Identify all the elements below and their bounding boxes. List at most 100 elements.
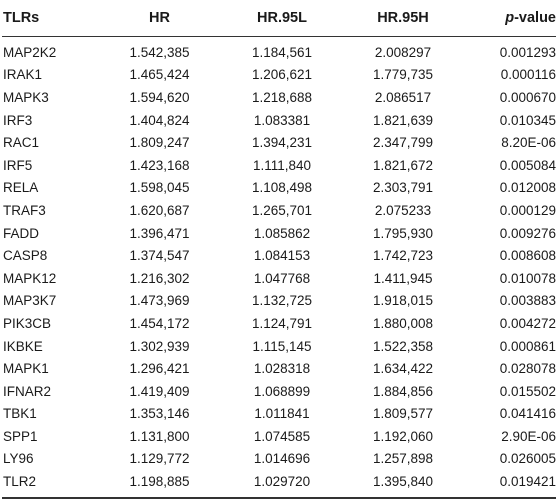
hr-cell: 1.296,421 bbox=[129, 361, 190, 377]
hr-cell: 1.465,424 bbox=[129, 67, 190, 83]
p-value-cell: 0.028078 bbox=[499, 361, 556, 377]
hr-95h-cell: 1.809,577 bbox=[372, 406, 434, 422]
hr-cell: 1.542,385 bbox=[129, 44, 190, 60]
p-value-cell: 0.000116 bbox=[500, 67, 556, 83]
tlr-name-cell: FADD bbox=[3, 225, 40, 241]
hr-cell: 1.131,800 bbox=[129, 428, 190, 444]
table-row: IRAK1 1.465,424 1.206,621 1.779,735 0.000116 bbox=[2, 64, 556, 87]
hr-95l-cell: 1.111,840 bbox=[252, 157, 312, 173]
table-row: CASP8 1.374,547 1.084153 1.742,723 0.008608 bbox=[2, 244, 556, 267]
hr-cell: 1.353,146 bbox=[129, 406, 190, 422]
hr-cell: 1.454,172 bbox=[129, 315, 190, 331]
tlr-name-cell: IFNAR2 bbox=[3, 383, 52, 399]
table-row: RAC1 1.809,247 1.394,231 2.347,799 8.20E-06 bbox=[2, 131, 556, 154]
table-row: FADD 1.396,471 1.085862 1.795,930 0.009276 bbox=[2, 222, 556, 245]
p-value-cell: 0.001293 bbox=[499, 44, 556, 60]
table-row: IRF5 1.423,168 1.111,840 1.821,672 0.005084 bbox=[2, 154, 556, 177]
hr-cell: 1.198,885 bbox=[129, 474, 190, 490]
tlr-name-cell: TLR2 bbox=[3, 474, 37, 490]
tlr-name-cell: RELA bbox=[3, 180, 39, 196]
hr-95l-cell: 1.068899 bbox=[253, 383, 311, 399]
p-value-cell: 2.90E-06 bbox=[501, 428, 556, 444]
hr-95h-cell: 2.303,791 bbox=[372, 180, 434, 196]
hr-cell: 1.598,045 bbox=[129, 180, 190, 196]
p-value-cell: 0.000129 bbox=[499, 202, 556, 218]
table-row: IRF3 1.404,824 1.083381 1.821,639 0.010345 bbox=[2, 109, 556, 132]
header-p-value: p-value bbox=[464, 0, 556, 37]
p-value-cell: 0.010345 bbox=[499, 112, 556, 128]
tlr-name-cell: MAP3K7 bbox=[3, 293, 57, 309]
hr-95h-cell: 1.779,735 bbox=[372, 67, 434, 83]
p-value-cell: 0.005084 bbox=[499, 157, 556, 173]
hr-95h-cell: 1.884,856 bbox=[372, 383, 434, 399]
hr-95h-cell: 1.522,358 bbox=[372, 338, 434, 354]
tlr-name-cell: MAPK3 bbox=[3, 89, 49, 105]
hr-95l-cell: 1.108,498 bbox=[251, 180, 313, 196]
hr-cell: 1.396,471 bbox=[129, 225, 190, 241]
table-row: PIK3CB 1.454,172 1.124,791 1.880,008 0.00427… bbox=[2, 312, 556, 335]
tlr-name-cell: TRAF3 bbox=[3, 202, 46, 218]
hr-95l-cell: 1.083381 bbox=[253, 112, 311, 128]
hr-cell: 1.404,824 bbox=[129, 112, 190, 128]
hr-cell: 1.129,772 bbox=[129, 451, 190, 467]
table-row: TLR2 1.198,885 1.029720 1.395,840 0.019421 bbox=[2, 470, 556, 493]
hr-95h-cell: 2.086517 bbox=[374, 89, 432, 105]
hr-cell: 1.419,409 bbox=[129, 383, 190, 399]
table-row: MAP2K2 1.542,385 1.184,561 2.008297 0.001293 bbox=[2, 37, 556, 64]
hr-95l-cell: 1.014696 bbox=[253, 451, 311, 467]
hr-95l-cell: 1.029720 bbox=[253, 474, 311, 490]
hr-95l-cell: 1.206,621 bbox=[251, 67, 313, 83]
hr-95h-cell: 1.742,723 bbox=[372, 248, 434, 264]
header-hr-95l: HR.95L bbox=[222, 0, 342, 37]
table-row: MAP3K7 1.473,969 1.132,725 1.918,015 0.00388… bbox=[2, 290, 556, 313]
p-value-cell: 8.20E-06 bbox=[501, 135, 556, 151]
p-value-cell: 0.009276 bbox=[499, 225, 556, 241]
hr-95l-cell: 1.124,791 bbox=[251, 315, 313, 331]
table-body: MAP2K2 1.542,385 1.184,561 2.008297 0.001293… bbox=[2, 37, 556, 493]
table-row: TBK1 1.353,146 1.011841 1.809,577 0.041416 bbox=[2, 403, 556, 426]
hr-95h-cell: 1.821,639 bbox=[372, 112, 434, 128]
hr-95h-cell: 2.008297 bbox=[374, 44, 432, 60]
hr-95h-cell: 1.257,898 bbox=[372, 451, 434, 467]
table-row: MAPK1 1.296,421 1.028318 1.634,422 0.028078 bbox=[2, 357, 556, 380]
hr-95h-cell: 1.192,060 bbox=[372, 428, 434, 444]
tlr-name-cell: IRF5 bbox=[3, 157, 33, 173]
hr-95l-cell: 1.218,688 bbox=[251, 89, 313, 105]
hr-cell: 1.216,302 bbox=[129, 270, 190, 286]
hr-95h-cell: 2.075233 bbox=[374, 202, 432, 218]
hr-95l-cell: 1.394,231 bbox=[251, 135, 313, 151]
p-value-cell: 0.015502 bbox=[499, 383, 556, 399]
hr-95l-cell: 1.115,145 bbox=[252, 338, 312, 354]
tlr-name-cell: SPP1 bbox=[3, 428, 38, 444]
p-value-cell: 0.026005 bbox=[499, 451, 556, 467]
tlr-name-cell: RAC1 bbox=[3, 135, 40, 151]
hr-95l-cell: 1.074585 bbox=[253, 428, 311, 444]
p-value-cell: 0.000861 bbox=[499, 338, 556, 354]
hr-95l-cell: 1.011841 bbox=[254, 406, 310, 422]
hr-95h-cell: 1.795,930 bbox=[372, 225, 434, 241]
table-row: IKBKE 1.302,939 1.115,145 1.522,358 0.000861 bbox=[2, 335, 556, 358]
p-value-cell: 0.012008 bbox=[499, 180, 556, 196]
header-tlrs: TLRs bbox=[2, 0, 97, 37]
p-value-cell: 0.000670 bbox=[499, 89, 556, 105]
p-value-cell: 0.008608 bbox=[499, 248, 556, 264]
hr-95h-cell: 1.634,422 bbox=[372, 361, 434, 377]
header-hr: HR bbox=[97, 0, 222, 37]
tlr-name-cell: IKBKE bbox=[3, 338, 43, 354]
tlr-name-cell: MAP2K2 bbox=[3, 44, 57, 60]
p-value-suffix: -value bbox=[514, 10, 556, 26]
tlr-name-cell: IRF3 bbox=[3, 112, 33, 128]
hr-95l-cell: 1.265,701 bbox=[251, 202, 313, 218]
header-hr-95h: HR.95H bbox=[342, 0, 464, 37]
table-row: RELA 1.598,045 1.108,498 2.303,791 0.012008 bbox=[2, 177, 556, 200]
tlr-name-cell: LY96 bbox=[3, 451, 34, 467]
hr-95h-cell: 2.347,799 bbox=[372, 135, 434, 151]
table-row: IFNAR2 1.419,409 1.068899 1.884,856 0.015502 bbox=[2, 380, 556, 403]
p-value-cell: 0.010078 bbox=[499, 270, 556, 286]
p-value-cell: 0.003883 bbox=[499, 293, 556, 309]
table-row: MAPK3 1.594,620 1.218,688 2.086517 0.000670 bbox=[2, 86, 556, 109]
hr-95l-cell: 1.047768 bbox=[253, 270, 311, 286]
hr-cell: 1.473,969 bbox=[129, 293, 190, 309]
